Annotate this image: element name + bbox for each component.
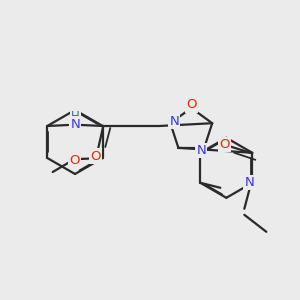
Text: N: N [70, 118, 80, 130]
Text: O: O [186, 98, 196, 112]
Text: O: O [90, 149, 101, 163]
Text: O: O [70, 154, 80, 166]
Text: N: N [196, 144, 206, 157]
Text: O: O [219, 138, 230, 151]
Text: N: N [244, 176, 254, 189]
Text: N: N [169, 115, 179, 128]
Text: H: H [71, 110, 80, 122]
